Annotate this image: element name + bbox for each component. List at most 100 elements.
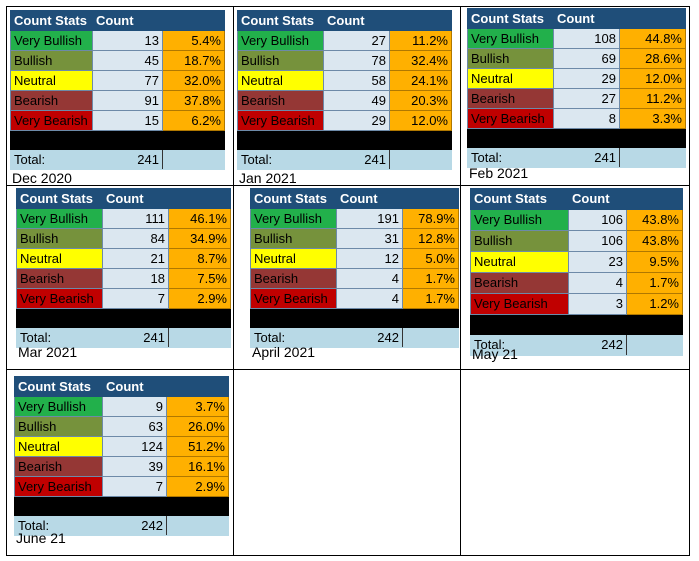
table-row: Very Bullish 9 3.7% — [14, 396, 229, 417]
panel-caption: Mar 2021 — [18, 344, 78, 360]
separator-row — [10, 130, 225, 150]
header-count-stats: Count Stats — [250, 188, 337, 209]
header-row: Count Stats Count — [237, 10, 452, 31]
count-cell: 77 — [92, 70, 163, 91]
grid-divider — [7, 185, 689, 186]
header-percent — [168, 188, 231, 209]
percent-cell: 26.0% — [166, 416, 229, 437]
count-cell: 191 — [336, 208, 403, 229]
count-cell: 69 — [553, 48, 620, 69]
total-label: Total: — [16, 327, 103, 348]
table-row: Bearish 4 1.7% — [470, 272, 683, 294]
category-label: Very Bullish — [16, 208, 103, 229]
percent-cell: 78.9% — [402, 208, 459, 229]
total-row: Total: 241 — [467, 147, 686, 168]
table-row: Neutral 21 8.7% — [16, 248, 231, 269]
table-row: Very Bullish 106 43.8% — [470, 209, 683, 231]
table-row: Bullish 106 43.8% — [470, 230, 683, 252]
table-row: Neutral 77 32.0% — [10, 70, 225, 91]
table-row: Very Bearish 8 3.3% — [467, 108, 686, 129]
total-row: Total: 242 — [14, 515, 229, 536]
panel-caption: June 21 — [16, 530, 66, 546]
header-count-stats: Count Stats — [16, 188, 103, 209]
header-count-stats: Count Stats — [237, 10, 324, 31]
separator-cell — [402, 308, 459, 328]
category-label: Bearish — [10, 90, 93, 111]
category-label: Bearish — [470, 272, 569, 294]
total-row: Total: 241 — [10, 149, 225, 170]
table-row: Very Bullish 27 11.2% — [237, 30, 452, 51]
count-stats-table: Count Stats Count Very Bullish 9 3.7% Bullish… — [14, 376, 229, 536]
count-cell: 18 — [102, 268, 169, 289]
separator-cell — [162, 130, 225, 150]
count-cell: 7 — [102, 476, 167, 497]
category-label: Bullish — [467, 48, 554, 69]
total-empty — [162, 149, 225, 170]
count-cell: 106 — [568, 230, 627, 252]
category-label: Very Bearish — [470, 293, 569, 315]
percent-cell: 1.7% — [402, 268, 459, 289]
table-row: Bearish 91 37.8% — [10, 90, 225, 111]
category-label: Neutral — [10, 70, 93, 91]
grid-divider — [7, 369, 689, 370]
count-cell: 8 — [553, 108, 620, 129]
total-empty — [626, 334, 683, 356]
total-label: Total: — [10, 149, 93, 170]
percent-cell: 1.2% — [626, 293, 683, 315]
count-cell: 39 — [102, 456, 167, 477]
table-row: Very Bullish 13 5.4% — [10, 30, 225, 51]
count-cell: 31 — [336, 228, 403, 249]
percent-cell: 3.7% — [166, 396, 229, 417]
count-cell: 4 — [336, 288, 403, 309]
category-label: Neutral — [237, 70, 324, 91]
separator-cell — [102, 308, 169, 328]
header-percent — [626, 188, 683, 210]
total-row: Total: 242 — [250, 327, 459, 348]
total-count: 242 — [336, 327, 403, 348]
category-label: Bullish — [16, 228, 103, 249]
header-percent — [619, 8, 686, 29]
table-row: Bullish 78 32.4% — [237, 50, 452, 71]
count-cell: 124 — [102, 436, 167, 457]
category-label: Neutral — [467, 68, 554, 89]
category-label: Neutral — [250, 248, 337, 269]
count-cell: 84 — [102, 228, 169, 249]
table-row: Bullish 69 28.6% — [467, 48, 686, 69]
table-row: Bearish 39 16.1% — [14, 456, 229, 477]
header-percent — [389, 10, 452, 31]
count-cell: 4 — [336, 268, 403, 289]
category-label: Bullish — [470, 230, 569, 252]
category-label: Bearish — [14, 456, 103, 477]
separator-cell — [389, 130, 452, 150]
separator-cell — [336, 308, 403, 328]
header-row: Count Stats Count — [470, 188, 683, 210]
percent-cell: 37.8% — [162, 90, 225, 111]
table-row: Neutral 29 12.0% — [467, 68, 686, 89]
category-label: Very Bearish — [237, 110, 324, 131]
separator-cell — [470, 314, 569, 335]
table-row: Very Bullish 108 44.8% — [467, 28, 686, 49]
separator-cell — [10, 130, 93, 150]
percent-cell: 32.0% — [162, 70, 225, 91]
category-label: Very Bearish — [10, 110, 93, 131]
separator-cell — [166, 496, 229, 516]
count-cell: 111 — [102, 208, 169, 229]
total-empty — [166, 515, 229, 536]
table-row: Neutral 58 24.1% — [237, 70, 452, 91]
percent-cell: 51.2% — [166, 436, 229, 457]
total-empty — [402, 327, 459, 348]
header-percent — [166, 376, 229, 397]
header-count: Count — [323, 10, 390, 31]
table-row: Bearish 18 7.5% — [16, 268, 231, 289]
count-cell: 78 — [323, 50, 390, 71]
total-label: Total: — [467, 147, 554, 168]
table-row: Very Bearish 7 2.9% — [16, 288, 231, 309]
count-cell: 91 — [92, 90, 163, 111]
count-cell: 9 — [102, 396, 167, 417]
percent-cell: 1.7% — [626, 272, 683, 294]
count-cell: 21 — [102, 248, 169, 269]
panel-caption: May 21 — [472, 346, 518, 362]
total-empty — [619, 147, 686, 168]
percent-cell: 28.6% — [619, 48, 686, 69]
percent-cell: 12.0% — [389, 110, 452, 131]
